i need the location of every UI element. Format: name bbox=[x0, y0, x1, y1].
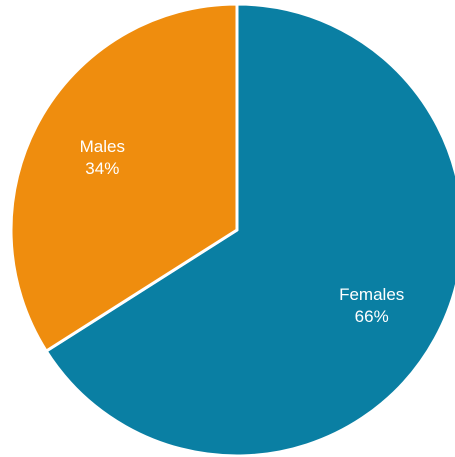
pie-slices bbox=[9, 2, 455, 457]
slice-value-label: 66% bbox=[355, 307, 389, 326]
slice-category-label: Males bbox=[80, 137, 125, 156]
slice-value-label: 34% bbox=[85, 159, 119, 178]
slice-category-label: Females bbox=[339, 285, 404, 304]
slice-label-females: Females 66% bbox=[339, 285, 404, 326]
pie-labels: Females 66% Males 34% bbox=[80, 137, 405, 326]
pie-slice-females bbox=[44, 2, 455, 457]
slice-label-males: Males 34% bbox=[80, 137, 125, 178]
pie-slice-males bbox=[9, 2, 239, 353]
